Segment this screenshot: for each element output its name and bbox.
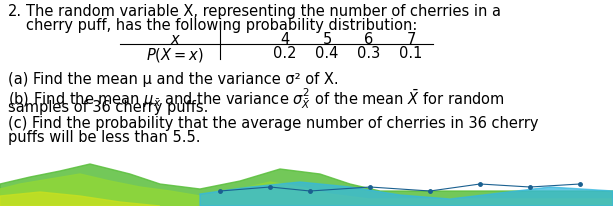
Text: cherry puff, has the following probability distribution:: cherry puff, has the following probabili… [26,18,417,33]
Text: $P(X=x)$: $P(X=x)$ [147,46,204,64]
Text: 6: 6 [364,32,374,47]
Text: 7: 7 [406,32,416,47]
Text: (a) Find the mean μ and the variance σ² of X.: (a) Find the mean μ and the variance σ² … [8,72,338,87]
Text: 4: 4 [280,32,289,47]
Text: x: x [170,32,180,47]
Polygon shape [0,164,613,206]
Polygon shape [200,182,613,206]
Text: 0.1: 0.1 [399,46,423,61]
Text: 0.2: 0.2 [273,46,297,61]
Text: 2.: 2. [8,4,22,19]
Polygon shape [0,192,160,206]
Text: 0.4: 0.4 [315,46,339,61]
Text: (c) Find the probability that the average number of cherries in 36 cherry: (c) Find the probability that the averag… [8,115,538,130]
Text: 5: 5 [322,32,332,47]
Text: samples of 36 cherry puffs.: samples of 36 cherry puffs. [8,99,208,115]
Polygon shape [0,174,613,206]
Text: puffs will be less than 5.5.: puffs will be less than 5.5. [8,129,200,144]
Text: (b) Find the mean $\mu_{\bar{x}}$ and the variance $\sigma^2_{\bar{X}}$ of the m: (b) Find the mean $\mu_{\bar{x}}$ and th… [8,85,504,110]
Text: The random variable X, representing the number of cherries in a: The random variable X, representing the … [26,4,501,19]
Text: 0.3: 0.3 [357,46,381,61]
